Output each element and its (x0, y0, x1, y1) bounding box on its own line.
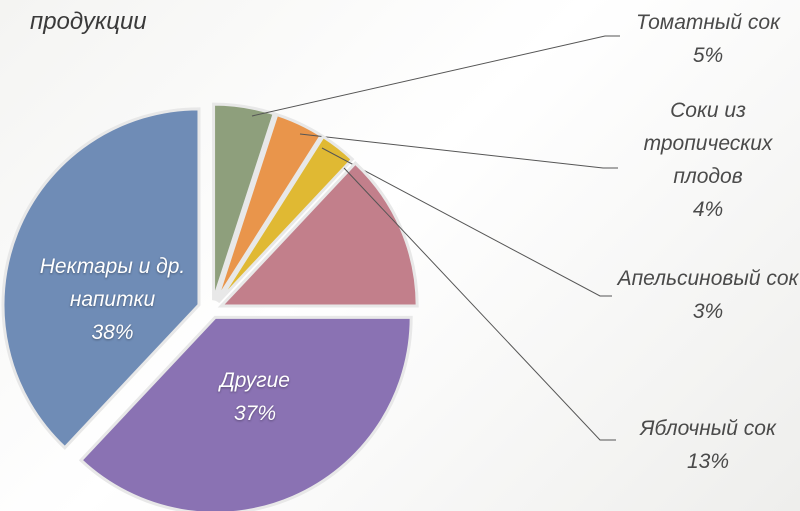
slice-value: 5% (692, 44, 724, 67)
slice-value: 13% (686, 450, 730, 473)
chart-title: продукции (30, 8, 147, 35)
slice-value: 37% (233, 402, 277, 425)
leader-line (343, 167, 616, 441)
pie-slice (1, 107, 201, 450)
pie-slice (78, 315, 413, 511)
slice-label: Томатный сок 5% (608, 6, 800, 72)
slice-label: Соки из тропических плодов 4% (618, 94, 798, 226)
slice-label: Другие 37% (170, 364, 340, 430)
slice-value: 3% (692, 300, 724, 323)
leader-line (251, 35, 620, 117)
slice-label: Нектары и др. напитки 38% (20, 250, 205, 349)
leader-line (299, 133, 618, 169)
slice-name: Апельсиновый сок (617, 267, 799, 290)
slice-name: Яблочный сок (640, 417, 776, 440)
slice-name: Нектары и др. напитки (39, 255, 186, 311)
slice-name: Томатный сок (636, 11, 780, 34)
slice-label: Апельсиновый сок 3% (598, 262, 800, 328)
slice-value: 4% (692, 198, 724, 221)
pie-slice (212, 102, 277, 301)
slice-name: Другие (220, 369, 290, 392)
slice-value: 38% (91, 321, 134, 344)
slice-label: Яблочный сок 13% (608, 412, 800, 478)
pie-slice (214, 112, 324, 302)
pie-slice (216, 134, 355, 304)
slice-name: Соки из тропических плодов (643, 99, 773, 188)
leader-line (321, 147, 612, 297)
